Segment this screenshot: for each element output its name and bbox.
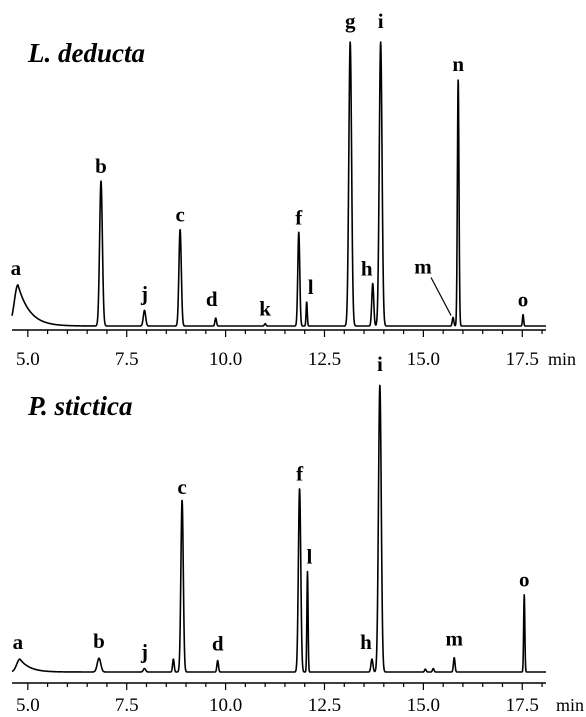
x-axis-unit-label: min [556, 695, 584, 715]
chromatogram-panel-l-deducta: L. deducta 5.0 7.5 10.0 12.5 15.0 17.5 minabjc… [11, 9, 576, 370]
x-tick-label: 5.0 [16, 349, 40, 370]
x-tick-label: 10.0 [209, 695, 242, 716]
peak-label-c: c [175, 202, 184, 226]
x-tick-label: 10.0 [209, 349, 242, 370]
peak-label-j: j [140, 281, 148, 305]
peak-label-h: h [361, 256, 373, 280]
chromatogram-panel-p-stictica: P. stictica 5.0 7.5 10.0 12.5 15.0 17.5 min a b j… [11, 352, 584, 716]
peak-label-m: m [414, 254, 432, 278]
peak-label-f: f [296, 461, 304, 485]
peak-label-m: m [445, 627, 463, 651]
peak-label-d: d [212, 632, 224, 656]
x-tick-label: 7.5 [115, 349, 139, 370]
x-tick-label: 17.5 [506, 349, 539, 370]
peak-label-g: g [345, 9, 356, 33]
x-tick-label: 12.5 [308, 349, 341, 370]
x-tick-label: 7.5 [115, 695, 139, 716]
peak-label-b: b [93, 629, 105, 653]
peak-label-l: l [308, 275, 314, 299]
peak-label-j: j [140, 640, 148, 664]
peak-label-k: k [259, 297, 271, 321]
x-tick-label: 17.5 [506, 695, 539, 716]
peak-label-a: a [13, 630, 24, 654]
panel-title: L. deducta [27, 38, 145, 68]
x-tick-label: 15.0 [407, 695, 440, 716]
peak-label-c: c [177, 475, 186, 499]
peak-label-b: b [95, 154, 107, 178]
peak-label-l: l [307, 545, 313, 569]
peak-label-a: a [11, 256, 22, 280]
x-tick-label: 12.5 [308, 695, 341, 716]
peak-label-d: d [206, 287, 218, 311]
peak-label-f: f [295, 205, 303, 229]
peak-label-i: i [378, 9, 384, 33]
x-axis-unit-label: min [548, 349, 576, 369]
panel-title: P. stictica [27, 391, 133, 421]
x-tick-label: 5.0 [16, 695, 40, 716]
peak-leader-line [430, 277, 452, 316]
peak-label-h: h [360, 630, 372, 654]
peak-label-o: o [519, 568, 530, 592]
peak-label-o: o [518, 288, 529, 312]
peak-label-i: i [377, 352, 383, 376]
chromatogram-trace [11, 384, 547, 673]
chromatogram-trace [11, 41, 547, 327]
peak-label-n: n [452, 52, 464, 76]
x-tick-label: 15.0 [407, 349, 440, 370]
